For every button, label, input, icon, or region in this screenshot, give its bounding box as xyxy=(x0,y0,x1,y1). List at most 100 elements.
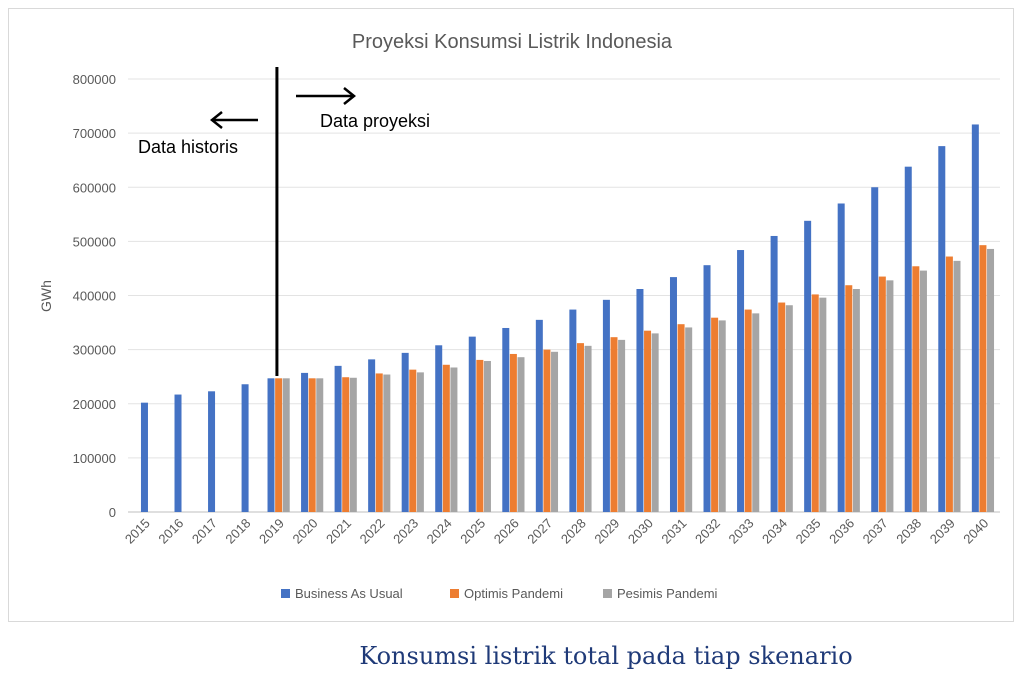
bar-business-as-usual xyxy=(804,220,812,512)
x-tick-label: 2021 xyxy=(323,516,354,547)
bar-pesimis-pandemi xyxy=(752,313,760,512)
x-tick-label: 2024 xyxy=(424,516,455,547)
bar-business-as-usual xyxy=(602,299,610,512)
legend-swatch-business-as-usual xyxy=(281,589,290,598)
x-tick-label: 2018 xyxy=(222,516,253,547)
bar-business-as-usual xyxy=(140,402,148,512)
bar-pesimis-pandemi xyxy=(953,260,961,512)
bar-pesimis-pandemi xyxy=(282,378,290,512)
bar-optimis-pandemi xyxy=(442,364,450,512)
bar-business-as-usual xyxy=(636,289,644,512)
x-tick-label: 2039 xyxy=(927,516,958,547)
bar-pesimis-pandemi xyxy=(349,377,357,512)
y-tick-label: 300000 xyxy=(73,343,116,358)
bar-business-as-usual xyxy=(770,235,778,512)
bar-optimis-pandemi xyxy=(711,317,719,512)
x-tick-label: 2022 xyxy=(357,516,388,547)
x-tick-label: 2040 xyxy=(960,516,991,547)
x-tick-label: 2027 xyxy=(524,516,555,547)
x-tick-label: 2038 xyxy=(893,516,924,547)
y-tick-label: 600000 xyxy=(73,180,116,195)
bar-optimis-pandemi xyxy=(509,353,517,512)
bar-pesimis-pandemi xyxy=(651,333,659,512)
bar-pesimis-pandemi xyxy=(886,280,894,512)
bar-optimis-pandemi xyxy=(644,330,652,512)
bar-business-as-usual xyxy=(468,336,476,512)
bar-pesimis-pandemi xyxy=(785,305,793,512)
legend-label: Pesimis Pandemi xyxy=(617,586,718,601)
bar-business-as-usual xyxy=(174,394,182,512)
bar-business-as-usual xyxy=(368,359,376,512)
legend-swatch-optimis-pandemi xyxy=(450,589,459,598)
bar-optimis-pandemi xyxy=(778,302,786,512)
bar-pesimis-pandemi xyxy=(819,297,827,512)
legend-swatch-pesimis-pandemi xyxy=(603,589,612,598)
bar-business-as-usual xyxy=(401,352,409,512)
bar-optimis-pandemi xyxy=(610,337,618,512)
bar-business-as-usual xyxy=(208,391,216,512)
bar-optimis-pandemi xyxy=(342,377,350,512)
chart-title: Proyeksi Konsumsi Listrik Indonesia xyxy=(352,31,673,53)
bar-optimis-pandemi xyxy=(845,285,853,512)
bar-optimis-pandemi xyxy=(945,256,953,512)
right-arrow-head xyxy=(343,87,357,105)
x-tick-label: 2030 xyxy=(625,516,656,547)
bar-optimis-pandemi xyxy=(275,378,283,512)
x-tick-label: 2019 xyxy=(256,516,287,547)
legend-label: Business As Usual xyxy=(295,586,403,601)
bar-pesimis-pandemi xyxy=(919,270,927,512)
y-axis-label: GWh xyxy=(38,280,54,312)
bar-business-as-usual xyxy=(267,378,275,512)
bar-pesimis-pandemi xyxy=(987,248,995,512)
bar-pesimis-pandemi xyxy=(718,320,726,512)
bar-pesimis-pandemi xyxy=(517,357,525,512)
x-tick-label: 2034 xyxy=(759,516,790,547)
x-tick-label: 2036 xyxy=(826,516,857,547)
bar-pesimis-pandemi xyxy=(416,372,424,512)
bar-pesimis-pandemi xyxy=(584,345,592,512)
bar-pesimis-pandemi xyxy=(316,378,324,512)
x-tick-label: 2032 xyxy=(692,516,723,547)
y-tick-label: 0 xyxy=(109,505,116,520)
bar-business-as-usual xyxy=(837,203,845,513)
x-tick-label: 2015 xyxy=(122,516,153,547)
x-tick-label: 2016 xyxy=(155,516,186,547)
label-data-proyeksi: Data proyeksi xyxy=(320,111,430,131)
bar-optimis-pandemi xyxy=(979,245,987,512)
bar-business-as-usual xyxy=(971,124,979,513)
y-tick-label: 100000 xyxy=(73,451,116,466)
bar-business-as-usual xyxy=(535,319,543,512)
bar-business-as-usual xyxy=(904,166,912,512)
bar-business-as-usual xyxy=(703,265,711,512)
x-tick-label: 2031 xyxy=(658,516,689,547)
y-tick-label: 200000 xyxy=(73,397,116,412)
bar-optimis-pandemi xyxy=(744,309,752,512)
y-tick-label: 400000 xyxy=(73,289,116,304)
bar-pesimis-pandemi xyxy=(685,327,693,512)
bar-business-as-usual xyxy=(669,277,677,512)
bar-optimis-pandemi xyxy=(409,369,417,512)
bar-optimis-pandemi xyxy=(811,294,819,512)
left-arrow-head xyxy=(209,111,223,129)
bar-optimis-pandemi xyxy=(912,266,920,512)
figure-caption: Konsumsi listrik total pada tiap skenari… xyxy=(359,642,853,670)
bar-business-as-usual xyxy=(871,187,879,512)
x-tick-label: 2026 xyxy=(491,516,522,547)
x-tick-label: 2033 xyxy=(726,516,757,547)
bar-business-as-usual xyxy=(334,365,342,512)
legend-label: Optimis Pandemi xyxy=(464,586,563,601)
x-tick-label: 2029 xyxy=(591,516,622,547)
bar-pesimis-pandemi xyxy=(551,351,559,512)
bar-business-as-usual xyxy=(435,345,443,512)
bar-business-as-usual xyxy=(737,250,745,513)
y-tick-label: 500000 xyxy=(73,234,116,249)
bar-optimis-pandemi xyxy=(576,343,584,512)
bar-optimis-pandemi xyxy=(677,324,685,512)
bar-pesimis-pandemi xyxy=(618,339,626,512)
y-tick-label: 700000 xyxy=(73,126,116,141)
bar-business-as-usual xyxy=(502,327,510,512)
y-tick-label: 800000 xyxy=(73,72,116,87)
label-data-historis: Data historis xyxy=(138,137,238,157)
